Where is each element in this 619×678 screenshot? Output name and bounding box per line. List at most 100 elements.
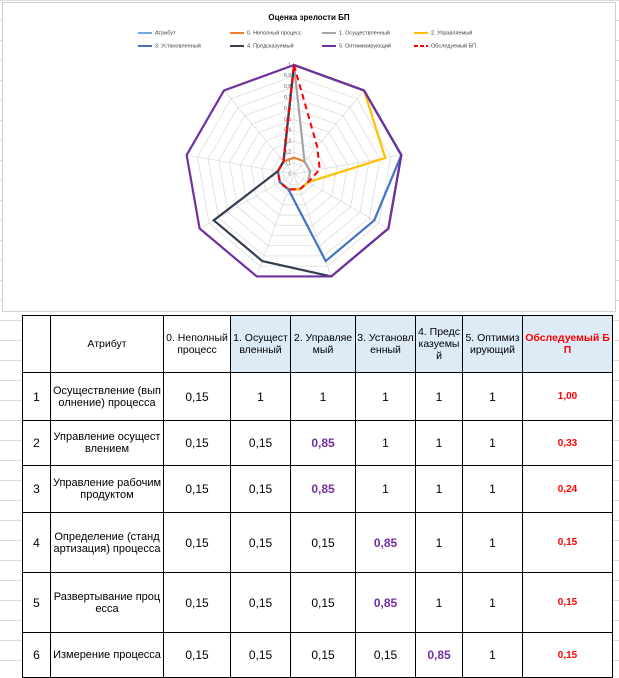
grid-line: [229, 108, 359, 236]
table-row: 2 Управление осуществлением 0,15 0,15 0,85 1 1…: [22, 420, 613, 466]
column-header: 0. Неполный процесс: [163, 315, 231, 373]
column-header: 1. Осуществленный: [230, 315, 291, 373]
table-cell: 0,15: [163, 372, 231, 421]
table-cell: 0,15: [163, 465, 231, 513]
legend-label: 4. Предсказуемый: [247, 42, 294, 49]
table-cell: 0,33: [522, 420, 613, 466]
table-cell: 0,85: [355, 572, 416, 633]
spoke: [186, 154, 295, 175]
legend-label: 1. Осуществленный: [339, 29, 390, 36]
table-cell: 0,15: [163, 420, 231, 466]
grid-line: [272, 151, 316, 195]
table-cell: 0,15: [230, 512, 291, 573]
grid-line: [250, 130, 338, 216]
column-header: 2. Управляемый: [290, 315, 356, 373]
column-header: 4. Предсказуемый: [415, 315, 463, 373]
legend-label: 3. Установленный: [155, 42, 201, 49]
table-cell: 1: [462, 420, 523, 466]
table-cell: 0,15: [355, 632, 416, 678]
table-cell: Управление осуществлением: [50, 420, 164, 466]
table-cell: 0,15: [290, 512, 356, 573]
legend-label: 5. Оптимизирующий: [339, 42, 391, 49]
grid-line: [282, 162, 306, 185]
table-cell: 0,15: [230, 572, 291, 633]
table-cell: 1: [355, 420, 416, 466]
table-cell: 5: [22, 572, 51, 633]
table-cell: 0,15: [163, 512, 231, 573]
table-cell: 1: [230, 372, 291, 421]
column-header: Обследуемый БП: [522, 315, 613, 373]
table-cell: 4: [22, 512, 51, 573]
table-cell: 0,85: [415, 632, 463, 678]
table-cell: 0,15: [522, 512, 613, 573]
series-line: [185, 63, 403, 278]
table-row: 3 Управление рабочим продуктом 0,15 0,15 0,8…: [22, 465, 613, 513]
table-cell: 1: [415, 465, 463, 513]
table-cell: 0,15: [230, 420, 291, 466]
table: Атрибут 0. Неполный процесс 1. Осуществлен…: [22, 315, 613, 678]
table-cell: 0,15: [163, 572, 231, 633]
table-cell: 1,00: [522, 372, 613, 421]
spoke: [293, 173, 389, 229]
r-tick-label: 0,2: [284, 150, 291, 156]
grid-line: [218, 97, 370, 247]
table-cell: 1: [415, 420, 463, 466]
grid-line: [207, 86, 381, 257]
table-cell: Осуществление (выполнение) процесса: [50, 372, 164, 421]
r-tick-label: 0,8: [284, 84, 291, 90]
chart-title: Оценка зрелости БП: [268, 13, 349, 22]
chart: Оценка зрелости БП 00,10,20,30,40,50,60,…: [138, 13, 476, 278]
table-cell: 0,15: [290, 632, 356, 678]
table-row: 4 Определение (стандартизация) процесса 0,…: [22, 512, 613, 573]
table-cell: 1: [290, 372, 356, 421]
table-cell: 1: [462, 372, 523, 421]
table-cell: 1: [355, 372, 416, 421]
legend-label: 2. Управляемый: [431, 29, 472, 36]
column-header: Атрибут: [50, 315, 164, 373]
table-cell: 0,15: [163, 632, 231, 678]
table-cell: 0,15: [230, 632, 291, 678]
series-line: [212, 63, 403, 278]
table-cell: 1: [462, 572, 523, 633]
legend-label: Атрибут: [155, 30, 176, 36]
r-tick-label: 0,1: [284, 160, 291, 166]
table-row: 1 Осуществление (выполнение) процесса 0,15…: [22, 372, 613, 421]
table-cell: 0,15: [230, 465, 291, 513]
table-row: 6 Измерение процесса 0,15 0,15 0,15 0,15 0,85 1…: [22, 632, 613, 678]
spoke: [293, 90, 365, 175]
table-cell: 1: [415, 512, 463, 573]
spoke: [223, 90, 295, 175]
table-cell: 0,85: [290, 465, 356, 513]
table-cell: 0,15: [290, 572, 356, 633]
legend-label: Обследуемый БП: [431, 42, 476, 49]
r-tick-label: 0: [288, 171, 291, 177]
table-cell: Развертывание процесса: [50, 572, 164, 633]
series-line: [276, 64, 321, 191]
table-cell: 1: [462, 465, 523, 513]
table-cell: 0,85: [355, 512, 416, 573]
table-cell: 0,15: [522, 572, 613, 633]
column-header: 3. Установленный: [355, 315, 416, 373]
table-cell: 6: [22, 632, 51, 678]
table-cell: 0,24: [522, 465, 613, 513]
table-row: 5 Развертывание процесса 0,15 0,15 0,15 0,85 1…: [22, 572, 613, 633]
grid-line: [197, 75, 391, 267]
table-cell: 1: [462, 632, 523, 678]
table-cell: 1: [415, 572, 463, 633]
table-cell: 2: [22, 420, 51, 466]
r-tick-label: 0,6: [284, 106, 291, 112]
r-tick-label: 0,7: [284, 95, 291, 101]
table-cell: 1: [22, 372, 51, 421]
table-cell: 0,15: [522, 632, 613, 678]
table-cell: Определение (стандартизация) процесса: [50, 512, 164, 573]
chart-area: Оценка зрелости БП 0 0,1 0,2 0,3 0,4 0,5 0,6 0,…: [2, 2, 616, 312]
table-cell: Измерение процесса: [50, 632, 164, 678]
r-tick-label: 0,9: [284, 73, 291, 79]
grid-line: [239, 119, 349, 226]
column-header: 5. Оптимизирующий: [462, 315, 523, 373]
r-tick-label: 1: [288, 62, 291, 68]
table-cell: 1: [355, 465, 416, 513]
table-cell: 0,85: [290, 420, 356, 466]
column-header: [22, 315, 51, 373]
